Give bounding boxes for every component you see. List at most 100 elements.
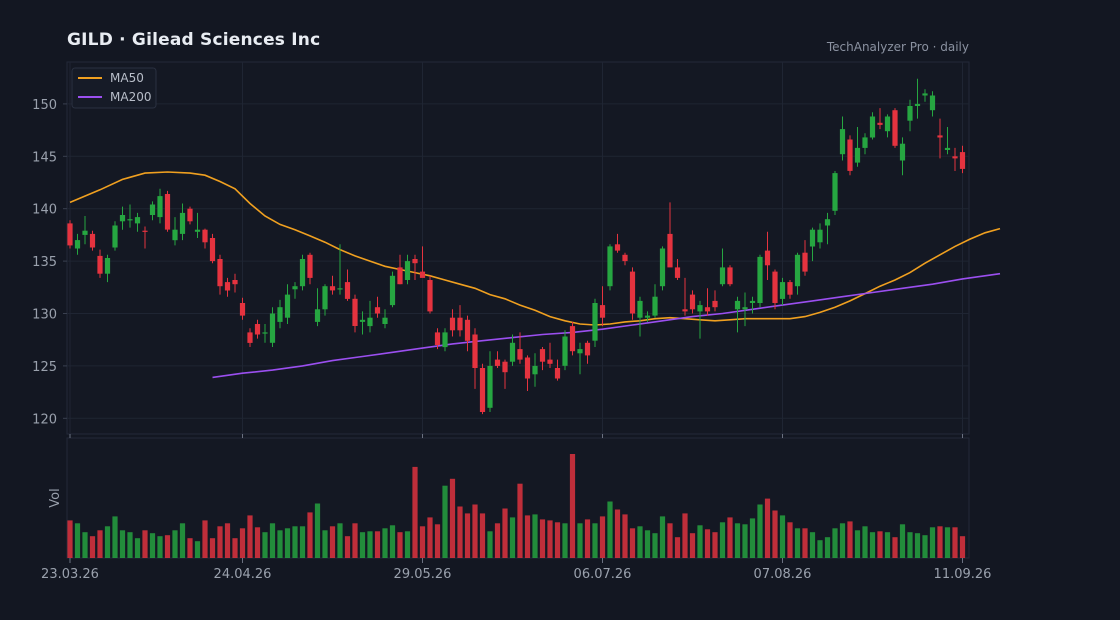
candle-body xyxy=(839,129,846,155)
volume-bar xyxy=(134,538,141,558)
volume-bar xyxy=(157,536,163,558)
volume-bar xyxy=(434,524,441,558)
volume-bar xyxy=(172,530,178,558)
volume-bar xyxy=(757,504,763,558)
date-tick-label: 29.05.26 xyxy=(394,567,452,582)
volume-bar xyxy=(337,523,343,558)
volume-bar xyxy=(884,532,891,558)
legend-label-ma50: MA50 xyxy=(110,71,144,85)
candle-body xyxy=(809,229,816,247)
candle-body xyxy=(82,230,88,235)
volume-bar xyxy=(247,515,253,558)
volume-bar xyxy=(194,541,201,558)
volume-bar xyxy=(764,498,771,558)
candle-body xyxy=(697,305,703,312)
volume-bar xyxy=(689,533,696,558)
candle-body xyxy=(554,368,561,379)
volume-bar xyxy=(277,530,283,558)
legend: MA50 MA200 xyxy=(71,67,157,109)
candle-body xyxy=(952,156,958,159)
candle-body xyxy=(464,319,471,341)
volume-bar xyxy=(847,521,853,558)
candle-body xyxy=(929,95,936,111)
candle-body xyxy=(689,294,696,310)
volume-bar xyxy=(487,531,493,558)
candle-body xyxy=(877,122,883,125)
candle-body xyxy=(674,267,681,278)
candle-body xyxy=(884,116,891,132)
volume-bar xyxy=(224,523,231,558)
volume-bar xyxy=(254,527,261,558)
candle-body xyxy=(412,259,418,264)
volume-bar xyxy=(494,523,501,558)
volume-bar xyxy=(532,514,538,558)
volume-bar xyxy=(104,526,111,558)
candle-body xyxy=(599,305,606,318)
candle-body xyxy=(509,342,516,362)
candle-body xyxy=(944,147,951,150)
volume-bar xyxy=(644,530,651,558)
volume-bar xyxy=(179,523,186,558)
volume-bar xyxy=(232,538,238,558)
candle-body xyxy=(67,223,73,246)
volume-bar xyxy=(352,523,358,558)
volume-bar xyxy=(772,510,778,558)
candle-body xyxy=(592,303,598,341)
volume-bar xyxy=(149,533,156,558)
candle-body xyxy=(119,215,126,222)
volume-bar xyxy=(382,528,388,558)
candle-body xyxy=(862,137,868,148)
volume-bar xyxy=(562,523,568,558)
candle-body xyxy=(344,282,351,299)
candle-body xyxy=(547,359,553,364)
candle-body xyxy=(179,212,186,234)
candle-body xyxy=(457,317,463,331)
volume-bar xyxy=(119,530,126,558)
volume-bar xyxy=(292,526,298,558)
volume-bar xyxy=(622,514,628,558)
volume-bar xyxy=(344,536,351,558)
candle-body xyxy=(382,317,388,324)
date-tick-label: 06.07.26 xyxy=(574,567,632,582)
candle-body xyxy=(742,307,748,310)
candle-body xyxy=(659,248,666,287)
candle-body xyxy=(832,173,838,211)
candle-body xyxy=(277,307,283,322)
chart-title: GILD · Gilead Sciences Inc xyxy=(67,30,321,50)
candle-body xyxy=(719,267,726,285)
candle-body xyxy=(629,271,636,314)
volume-bar xyxy=(577,523,583,558)
price-tick-label: 120 xyxy=(32,412,57,427)
candle-body xyxy=(367,317,373,327)
volume-bars xyxy=(67,454,966,558)
volume-bar xyxy=(479,513,486,558)
volume-bar xyxy=(929,527,936,558)
volume-bar xyxy=(959,536,966,558)
volume-bar xyxy=(307,512,313,558)
candle-body xyxy=(584,342,591,356)
candle-body xyxy=(397,267,403,285)
volume-bar xyxy=(419,526,426,558)
candle-body xyxy=(194,229,201,232)
candle-body xyxy=(374,307,381,314)
volume-bar xyxy=(397,532,403,558)
volume-bar xyxy=(952,527,958,558)
candle-body xyxy=(914,103,921,106)
volume-bar xyxy=(97,530,103,558)
candle-body xyxy=(922,93,928,96)
volume-bar xyxy=(854,530,861,558)
volume-bar xyxy=(442,485,448,558)
volume-bar xyxy=(787,522,793,558)
volume-bar xyxy=(367,531,373,558)
volume-bar xyxy=(359,532,366,558)
candle-body xyxy=(899,143,906,161)
candle-body xyxy=(779,282,786,299)
candle-body xyxy=(389,275,396,306)
candle-body xyxy=(434,332,441,345)
volume-bar xyxy=(547,520,553,558)
candle-body xyxy=(329,286,336,291)
candle-body xyxy=(217,259,223,287)
candle-body xyxy=(89,233,96,248)
candle-body xyxy=(442,332,448,348)
volume-bar xyxy=(734,523,741,558)
